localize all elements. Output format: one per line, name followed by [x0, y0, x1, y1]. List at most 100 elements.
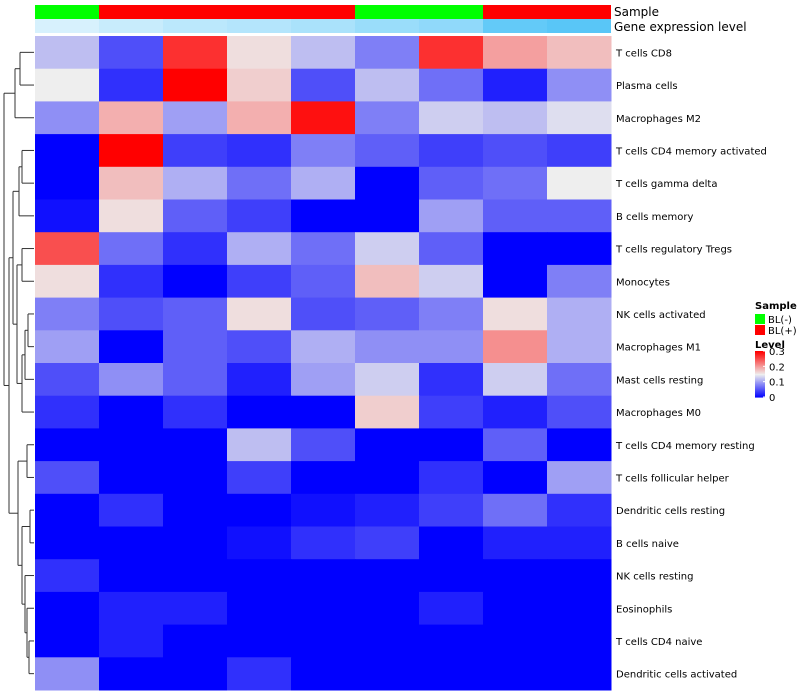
- heatmap-cell: [163, 461, 228, 495]
- heatmap-cell: [35, 428, 100, 462]
- heatmap-cell: [483, 461, 548, 495]
- heatmap-cell: [99, 101, 164, 135]
- level-legend-gradient-step: [755, 379, 765, 382]
- level-legend-gradient-step: [755, 359, 765, 361]
- heatmap-cell: [291, 526, 356, 560]
- row-label: T cells follicular helper: [615, 473, 730, 484]
- heatmap-cell: [291, 134, 356, 168]
- sample-legend-label: BL(-): [768, 315, 792, 326]
- heatmap-cell: [547, 395, 612, 429]
- heatmap-cell: [483, 657, 548, 691]
- heatmap-cell: [483, 36, 548, 70]
- heatmap-cell: [163, 395, 228, 429]
- heatmap-cell: [99, 461, 164, 495]
- heatmap-cell: [355, 428, 420, 462]
- heatmap-cell: [227, 395, 292, 429]
- heatmap-cell: [227, 591, 292, 626]
- level-legend-gradient-step: [755, 392, 765, 395]
- heatmap-cell: [99, 363, 164, 397]
- heatmap-cell: [483, 591, 548, 626]
- heatmap-cell: [35, 591, 100, 626]
- heatmap-cell: [419, 526, 484, 560]
- heatmap-cell: [99, 330, 164, 364]
- heatmap-cell: [419, 264, 484, 299]
- heatmap-cell: [355, 330, 420, 364]
- heatmap-cell: [35, 526, 100, 560]
- level-legend-gradient-step: [755, 393, 765, 396]
- row-label: Mast cells resting: [616, 375, 703, 386]
- sample-annotation-cell: [99, 5, 163, 19]
- heatmap-cell: [547, 232, 612, 266]
- level-legend-gradient-step: [755, 356, 765, 359]
- heatmap-cell: [291, 297, 356, 331]
- heatmap-cell: [419, 428, 484, 462]
- heatmap-cell: [227, 36, 292, 70]
- level-legend-gradient-step: [755, 362, 765, 365]
- row-label: Dendritic cells resting: [616, 506, 725, 517]
- heatmap-cell: [163, 68, 228, 102]
- heatmap-cell: [547, 68, 612, 102]
- heatmap-cell: [547, 297, 612, 331]
- heatmap-cell: [483, 395, 548, 429]
- heatmap-cell: [291, 36, 356, 70]
- heatmap-cell: [227, 166, 292, 200]
- gene-expression-annotation-cell: [355, 19, 419, 33]
- heatmap-cell: [483, 199, 548, 233]
- row-label: B cells memory: [616, 212, 693, 223]
- heatmap-cell: [163, 526, 228, 560]
- heatmap-cell: [547, 526, 612, 560]
- heatmap-cell: [419, 591, 484, 626]
- level-legend-gradient-step: [755, 365, 765, 368]
- heatmap-cell: [99, 559, 164, 593]
- heatmap-cell: [35, 395, 100, 429]
- level-legend-gradient-step: [755, 386, 765, 389]
- heatmap-cell: [291, 232, 356, 266]
- heatmap-cell: [99, 134, 164, 168]
- gene-expression-annotation-cell: [227, 19, 291, 33]
- heatmap-cell: [163, 166, 228, 200]
- heatmap-cell: [483, 101, 548, 135]
- row-label: T cells CD4 memory resting: [615, 441, 755, 452]
- heatmap-cell: [419, 101, 484, 135]
- level-legend-gradient-step: [755, 383, 765, 385]
- heatmap-cell: [227, 297, 292, 331]
- heatmap-cell: [547, 591, 612, 626]
- heatmap-cell: [547, 101, 612, 135]
- level-legend-gradient-step: [755, 360, 765, 362]
- heatmap-cell: [355, 493, 420, 527]
- heatmap-cell: [547, 657, 612, 691]
- heatmap-cell: [291, 559, 356, 593]
- heatmap-cell: [291, 363, 356, 397]
- heatmap-cell: [35, 559, 100, 593]
- row-label: NK cells activated: [616, 310, 706, 321]
- row-label: Plasma cells: [616, 81, 678, 92]
- gene-expression-annotation-cell: [483, 19, 547, 33]
- heatmap-cell: [99, 428, 164, 462]
- level-legend-gradient-step: [755, 395, 765, 398]
- level-legend-gradient-step: [755, 380, 765, 383]
- row-label: NK cells resting: [616, 572, 693, 583]
- heatmap-cell: [483, 297, 548, 331]
- heatmap-cell: [227, 559, 292, 593]
- heatmap-cell: [355, 395, 420, 429]
- level-legend-gradient-step: [755, 369, 765, 372]
- heatmap-cell: [227, 330, 292, 364]
- heatmap-cell: [227, 199, 292, 233]
- heatmap-cell: [419, 395, 484, 429]
- sample-annotation-cell: [227, 5, 291, 19]
- row-label: T cells CD4 memory activated: [615, 146, 767, 157]
- sample-annotation-cell: [163, 5, 227, 19]
- level-legend-gradient-step: [755, 351, 765, 353]
- level-legend-gradient-step: [755, 354, 765, 357]
- sample-annotation-cell: [355, 5, 419, 19]
- heatmap-cell: [35, 68, 100, 102]
- heatmap-cell: [99, 395, 164, 429]
- heatmap-cell: [163, 101, 228, 135]
- heatmap-cell: [163, 297, 228, 331]
- heatmap-cell: [291, 330, 356, 364]
- level-legend-gradient-step: [755, 390, 765, 392]
- level-legend-gradient-step: [755, 371, 765, 374]
- heatmap-cell: [291, 657, 356, 691]
